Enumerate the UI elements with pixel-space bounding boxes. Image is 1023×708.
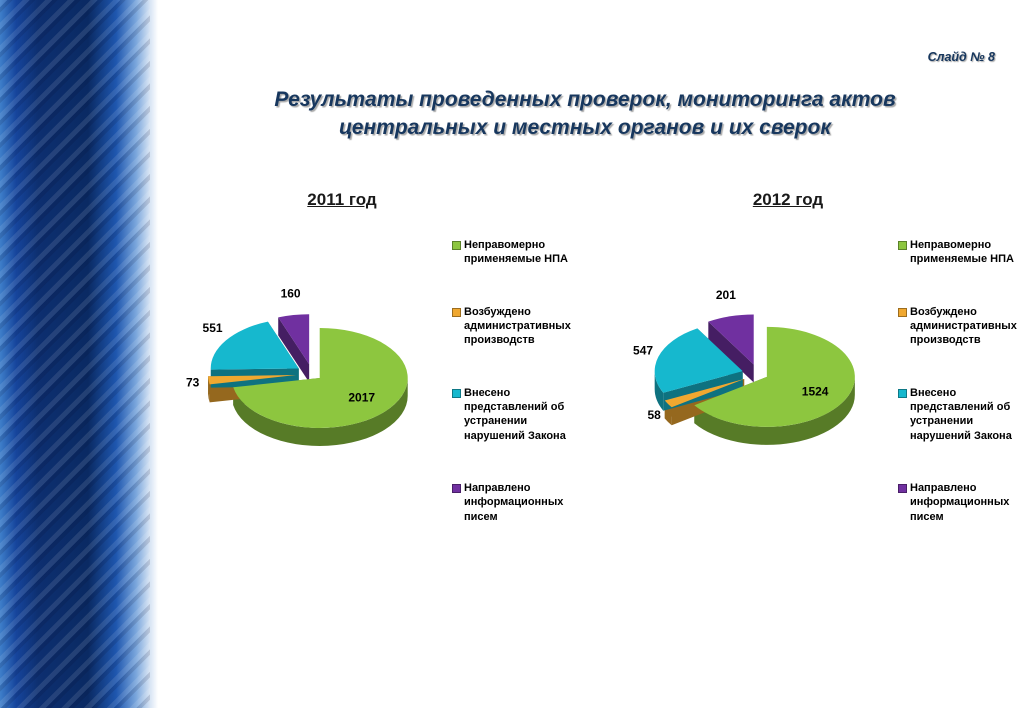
pie-chart: 1524 58 547 201 [633, 288, 855, 445]
legend-item: Возбуждено административных производств [898, 305, 1017, 348]
legend-swatch [452, 388, 461, 398]
legend-swatch [898, 307, 907, 317]
data-label: 2017 [348, 391, 375, 405]
page-title: Результаты проведенных проверок, монитор… [274, 88, 896, 140]
legend-item: Возбуждено административных производств [452, 305, 571, 348]
legend-label: Возбуждено административных производств [464, 305, 571, 347]
legend-label: Внесено представлений об устранении нару… [464, 386, 566, 442]
legend-swatch [898, 484, 907, 494]
chart-body: 2017 73 551 160 Неправомерно применяемые НП… [172, 224, 572, 524]
pie-chart: 2017 73 551 160 [186, 286, 408, 446]
legend-swatch [452, 484, 461, 494]
decorative-left-border [0, 0, 158, 708]
chart-year-label: 2011 год [307, 190, 377, 209]
chart-year-label: 2012 год [752, 190, 824, 209]
data-label: 201 [716, 288, 736, 302]
legend-swatch [452, 307, 461, 317]
slide-number: Слайд № 8 [927, 50, 995, 64]
legend-item: Неправомерно применяемые НПА [452, 238, 570, 267]
legend-item: Неправомерно применяемые НПА [898, 238, 1016, 267]
legend-label: Внесено представлений об устранении нару… [910, 386, 1012, 442]
legend-swatch [898, 241, 907, 250]
chart-2012: 2012 год 1524 58 547 201 Неправомерно приме… [618, 190, 1018, 524]
chart-2011: 2011 год 2017 73 551 160 Неправомерно приме… [172, 190, 572, 524]
data-label: 73 [186, 376, 200, 390]
chart-legend: Неправомерно применяемые НПА Возбуждено а… [452, 224, 571, 524]
legend-item: Внесено представлений об устранении нару… [898, 386, 1016, 443]
legend-item: Внесено представлений об устранении нару… [452, 386, 570, 443]
legend-label: Направлено информационных писем [910, 482, 1010, 523]
legend-swatch [452, 241, 461, 250]
data-label: 160 [281, 286, 301, 300]
data-label: 58 [647, 408, 661, 422]
data-label: 547 [633, 343, 653, 357]
legend-swatch [898, 388, 907, 398]
chart-legend: Неправомерно применяемые НПА Возбуждено а… [898, 224, 1017, 524]
data-label: 551 [203, 321, 223, 335]
legend-label: Неправомерно применяемые НПА [464, 239, 568, 266]
legend-label: Направлено информационных писем [464, 482, 564, 523]
chart-body: 1524 58 547 201 Неправомерно применяемые НП… [618, 224, 1018, 524]
legend-label: Неправомерно применяемые НПА [910, 239, 1014, 266]
legend-item: Направлено информационных писем [452, 481, 570, 524]
legend-label: Возбуждено административных производств [910, 305, 1017, 347]
legend-item: Направлено информационных писем [898, 481, 1016, 524]
data-label: 1524 [802, 384, 829, 398]
